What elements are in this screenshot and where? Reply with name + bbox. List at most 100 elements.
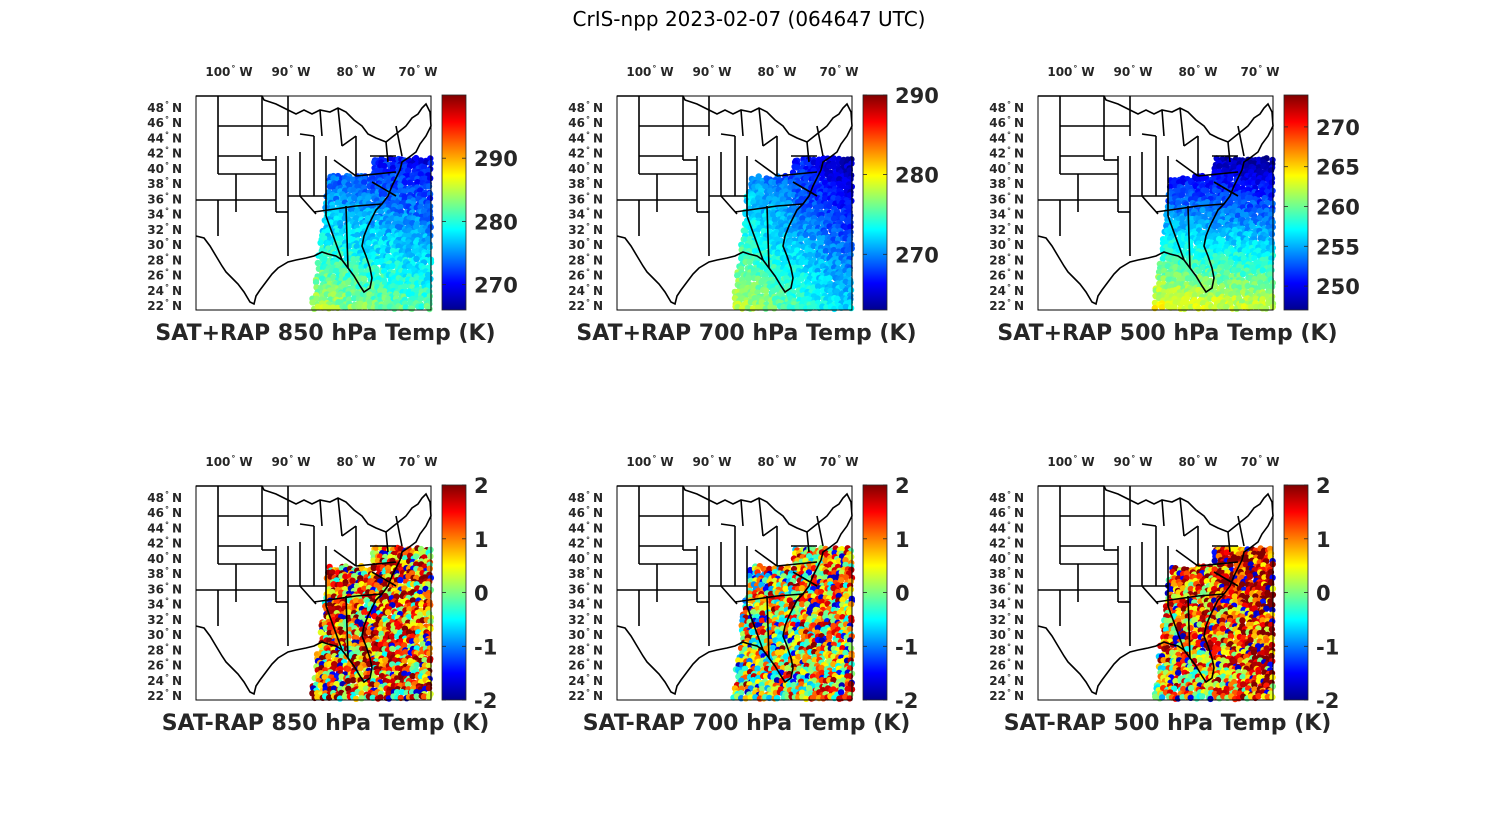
colorbar-tick-label: 280	[474, 211, 518, 235]
lat-tick-label: 46° N	[989, 115, 1024, 130]
lat-tick-label: 36° N	[147, 191, 182, 206]
data-point	[350, 295, 358, 302]
lat-tick-label: 32° N	[147, 612, 182, 627]
data-point	[309, 299, 316, 306]
lat-tick-label: 40° N	[989, 161, 1024, 176]
data-point	[369, 228, 376, 235]
lat-tick-label: 38° N	[147, 566, 182, 581]
lat-tick-label: 34° N	[989, 207, 1024, 222]
data-point	[1219, 230, 1227, 238]
lon-tick-label: 70° W	[399, 454, 438, 469]
data-swath	[730, 544, 856, 703]
lon-tick-label: 80° W	[1179, 64, 1218, 79]
lon-tick-label: 70° W	[820, 64, 859, 79]
lat-tick-label: 22° N	[568, 298, 603, 313]
lat-tick-label: 34° N	[147, 597, 182, 612]
data-point	[739, 305, 746, 312]
data-point	[421, 191, 428, 199]
data-point	[401, 283, 408, 290]
data-point	[381, 162, 388, 170]
lat-tick-label: 48° N	[989, 100, 1024, 115]
data-point	[1268, 231, 1276, 238]
lat-tick-label: 24° N	[568, 283, 603, 298]
data-point	[401, 179, 408, 186]
data-point	[313, 295, 320, 302]
data-point	[425, 167, 432, 174]
data-point	[412, 223, 420, 231]
data-point	[413, 637, 420, 644]
data-point	[321, 256, 328, 263]
data-point	[325, 653, 332, 660]
lat-tick-label: 44° N	[568, 131, 603, 146]
data-point	[417, 295, 424, 302]
data-point	[345, 279, 352, 286]
lat-tick-label: 24° N	[989, 283, 1024, 298]
lat-tick-label: 42° N	[989, 146, 1024, 161]
data-point	[734, 272, 741, 279]
lat-tick-label: 28° N	[147, 642, 182, 657]
lat-tick-label: 44° N	[989, 131, 1024, 146]
lat-tick-label: 40° N	[147, 551, 182, 566]
data-point	[361, 179, 368, 186]
colorbar	[862, 94, 888, 311]
data-point	[334, 227, 341, 235]
data-point	[818, 203, 825, 210]
lat-tick-label: 42° N	[568, 146, 603, 161]
lon-tick-label: 70° W	[399, 64, 438, 79]
panel-title: SAT+RAP 500 hPa Temp (K)	[997, 321, 1337, 346]
lat-tick-label: 48° N	[147, 100, 182, 115]
lat-tick-label: 38° N	[989, 176, 1024, 191]
lat-tick-label: 40° N	[568, 161, 603, 176]
data-point	[361, 609, 368, 616]
map-panel: 100° W 90° W 80° W 70° W48° N46° N44° N42° N40° N38°…	[147, 454, 497, 736]
data-point	[421, 164, 428, 171]
lat-tick-label: 26° N	[147, 268, 182, 283]
lat-tick-label: 48° N	[147, 490, 182, 505]
lon-tick-label: 90° W	[1114, 64, 1153, 79]
lon-tick-label: 80° W	[337, 64, 376, 79]
data-point	[357, 665, 364, 672]
data-point	[1223, 303, 1230, 311]
lat-tick-label: 26° N	[147, 658, 182, 673]
data-point	[847, 192, 854, 199]
data-point	[337, 235, 344, 242]
data-point	[329, 304, 337, 311]
data-point	[1239, 270, 1247, 278]
colorbar-tick-label: 1	[474, 528, 489, 552]
lat-tick-label: 42° N	[147, 146, 182, 161]
lat-tick-label: 26° N	[568, 268, 603, 283]
map-panel: 100° W 90° W 80° W 70° W48° N46° N44° N42° N40° N38°…	[989, 64, 1360, 346]
colorbar-tick-label: 260	[1316, 196, 1360, 220]
data-point	[426, 243, 433, 251]
data-point	[324, 227, 332, 234]
data-point	[1159, 304, 1166, 311]
data-point	[847, 286, 855, 294]
data-point	[406, 179, 414, 186]
lon-tick-label: 90° W	[272, 64, 311, 79]
data-point	[427, 175, 434, 182]
data-point	[412, 154, 420, 162]
data-point	[389, 645, 396, 652]
data-point	[354, 255, 362, 263]
colorbar-tick-label: 2	[474, 474, 489, 498]
data-point	[350, 677, 357, 684]
colorbar-tick-label: -2	[474, 689, 497, 713]
data-point	[381, 190, 388, 198]
data-point	[349, 577, 356, 584]
data-swath	[731, 155, 855, 313]
data-point	[830, 215, 838, 222]
data-point	[1187, 275, 1194, 282]
data-point	[405, 167, 412, 174]
data-swath	[1151, 155, 1277, 313]
lon-tick-label: 100° W	[205, 64, 252, 79]
data-point	[427, 553, 434, 560]
data-point	[767, 187, 774, 194]
map-panel: 100° W 90° W 80° W 70° W48° N46° N44° N42° N40° N38°…	[568, 454, 918, 736]
data-point	[408, 305, 416, 312]
lat-tick-label: 24° N	[147, 673, 182, 688]
data-point	[352, 695, 360, 702]
lat-tick-label: 44° N	[147, 521, 182, 536]
data-point	[782, 585, 789, 592]
lon-tick-label: 80° W	[758, 64, 797, 79]
colorbar	[441, 94, 467, 311]
